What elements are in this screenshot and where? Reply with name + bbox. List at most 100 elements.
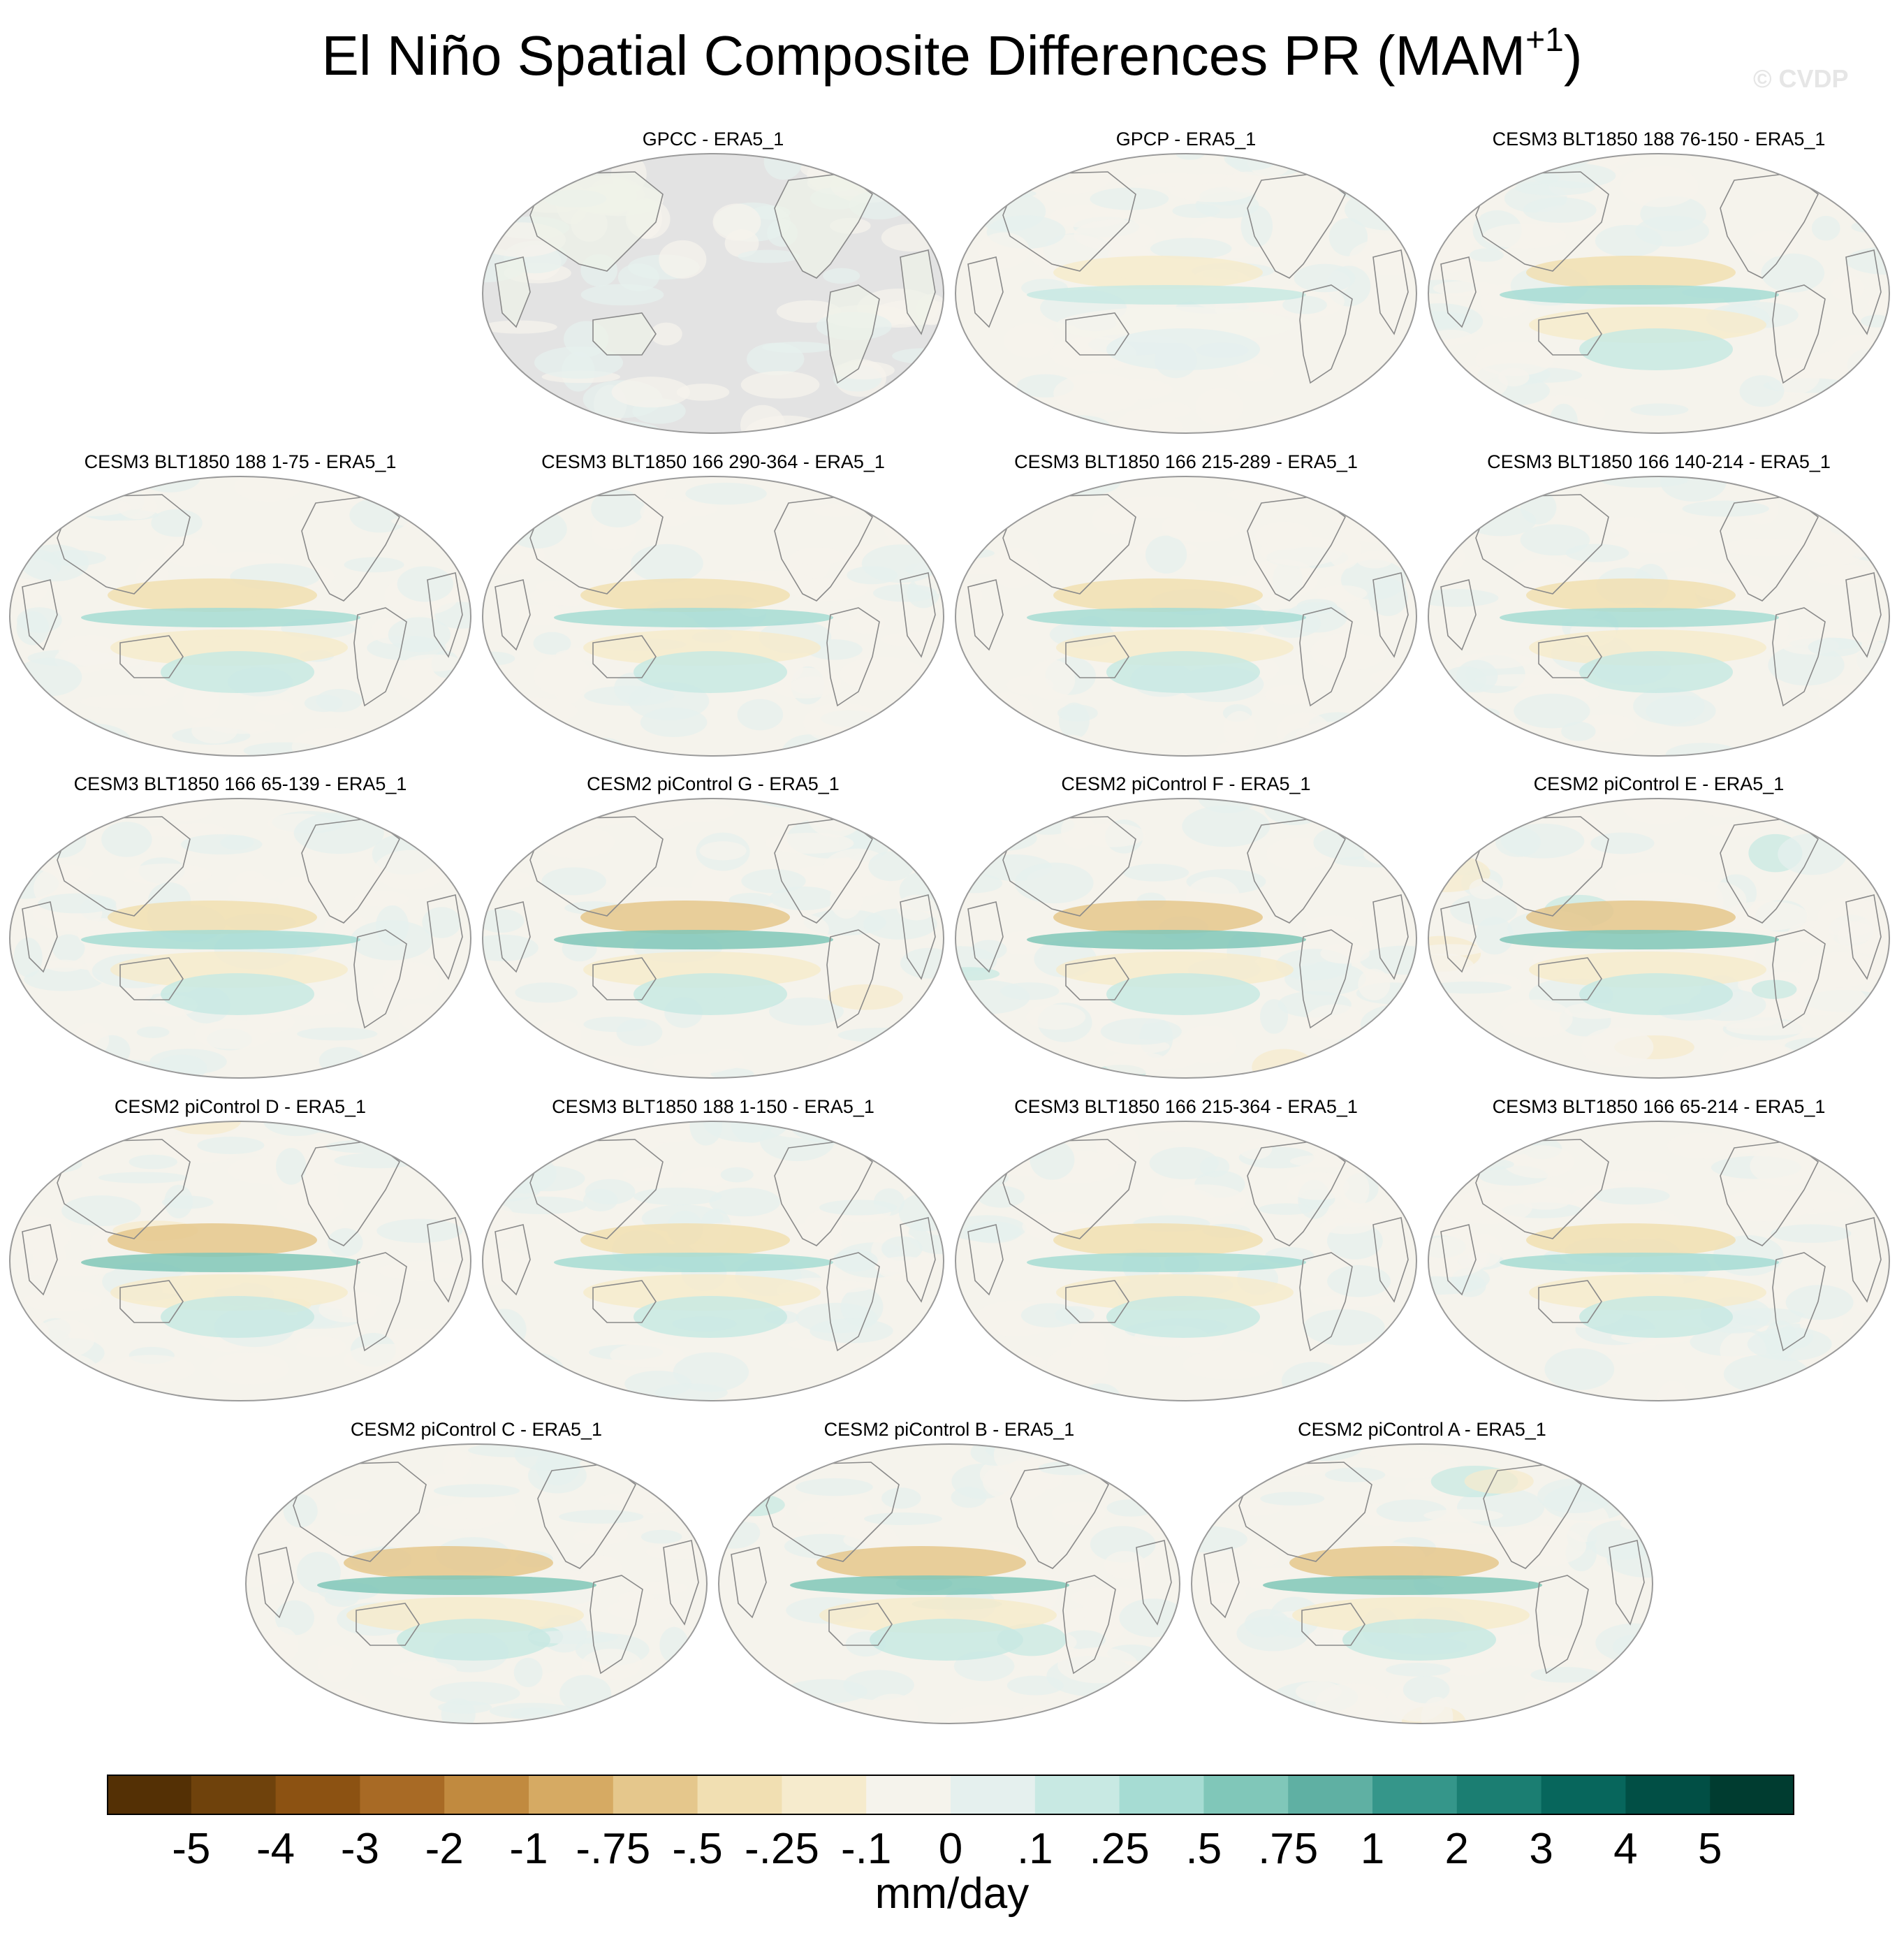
anomaly-blob [861,544,939,583]
colorbar-tick-label: -5 [172,1825,211,1873]
anomaly-blob [1057,704,1098,722]
anomaly-blob [32,719,77,756]
anomaly-blob [537,825,615,859]
colorbar-tick-label: -2 [425,1825,464,1873]
anomaly-blob [1739,375,1785,407]
anomaly-blob [492,476,557,492]
anomaly-blob [13,937,43,977]
anomaly-blob [903,830,944,870]
anomaly-blob [1349,711,1416,735]
anomaly-blob [1403,1675,1450,1704]
anomaly-blob [1484,482,1515,502]
coastline [427,894,463,980]
coastline [119,957,184,1000]
anomaly-blob [497,1196,587,1214]
map-panel: CESM3 BLT1850 166 215-364 - ERA5_1 [954,1095,1418,1402]
panel-title: CESM2 piControl D - ERA5_1 [114,1096,367,1117]
anomaly-blob [782,1455,816,1478]
anomaly-blob [1018,1705,1049,1724]
anomaly-blob [13,1367,61,1401]
anomaly-blob [891,1121,944,1152]
anomaly-blob [318,1047,365,1074]
map-panel: CESM2 piControl C - ERA5_1 [244,1418,708,1725]
anomaly-blob [616,1018,663,1047]
map-projection [955,798,1417,1079]
anomaly-blob [536,1019,582,1052]
anomaly-band [634,1296,787,1338]
anomaly-band [397,1619,550,1661]
anomaly-blob [1475,917,1514,955]
anomaly-blob [1368,578,1408,616]
map-border [955,1121,1417,1401]
coastline [1372,249,1409,335]
anomaly-blob [533,655,592,696]
anomaly-blob [1581,1027,1654,1068]
anomaly-blob [1395,478,1416,493]
anomaly-blob [1356,551,1393,569]
anomaly-blob [1353,375,1414,394]
anomaly-blob [784,1679,868,1704]
map-border [9,798,471,1079]
colorbar-frame [107,1775,1794,1815]
anomaly-blob [528,1630,619,1645]
anomaly-blob [1594,1187,1670,1205]
anomaly-blob [308,1181,339,1200]
anomaly-blob [1428,398,1481,416]
anomaly-blob [1346,1146,1409,1165]
anomaly-blob [769,997,844,1026]
map-border [482,798,944,1079]
coastline [900,249,936,335]
anomaly-blob [1340,1170,1370,1209]
anomaly-blob [444,1139,471,1160]
anomaly-blob [1428,944,1484,956]
map-panel: GPCC - ERA5_1 [481,127,945,435]
coastline [1609,1540,1645,1626]
anomaly-blob [833,1249,878,1272]
anomaly-blob [1620,166,1699,207]
coastline [826,1252,880,1352]
anomaly-blob [1423,1509,1504,1522]
panel-title: CESM2 piControl E - ERA5_1 [1533,773,1785,794]
anomaly-blob [1604,1170,1669,1184]
anomaly-blob [124,863,212,886]
anomaly-band [1027,1253,1306,1272]
colorbar-segment [1625,1775,1711,1815]
colorbar-segment [697,1775,782,1815]
anomaly-blob [1303,1309,1385,1346]
anomaly-blob [1483,223,1567,249]
anomaly-blob [1682,500,1769,517]
anomaly-blob [740,371,820,399]
panel-title: CESM3 BLT1850 166 65-139 - ERA5_1 [73,773,407,794]
anomaly-blob [10,826,66,839]
anomaly-blob [1329,511,1388,525]
anomaly-blob [1119,1444,1168,1459]
coastline [592,312,657,356]
anomaly-blob [719,1444,749,1464]
anomaly-blob [379,1261,462,1281]
anomaly-blob [422,907,461,938]
coastline [826,929,880,1029]
map-projection [955,476,1417,757]
panel-title: CESM3 BLT1850 166 215-289 - ERA5_1 [1014,451,1358,472]
anomaly-blob [390,1661,457,1680]
coastline [1372,894,1409,980]
coastline [900,894,936,980]
anomaly-blob [630,1581,688,1594]
anomaly-blob [1822,175,1864,212]
coastline [1299,929,1353,1029]
map-projection [9,798,471,1079]
anomaly-blob [318,1535,384,1551]
coastline [1062,1575,1116,1675]
coastline [1845,249,1882,335]
coastline [1440,579,1477,651]
anomaly-blob [1469,878,1501,900]
anomaly-blob [502,1053,541,1068]
anomaly-band [1027,930,1306,949]
anomaly-blob [167,1121,242,1135]
anomaly-band [317,1575,596,1595]
anomaly-blob [955,1038,1009,1077]
anomaly-blob [608,1598,682,1621]
anomaly-blob [611,377,690,408]
anomaly-blob [1389,1058,1416,1073]
anomaly-blob [151,509,203,537]
